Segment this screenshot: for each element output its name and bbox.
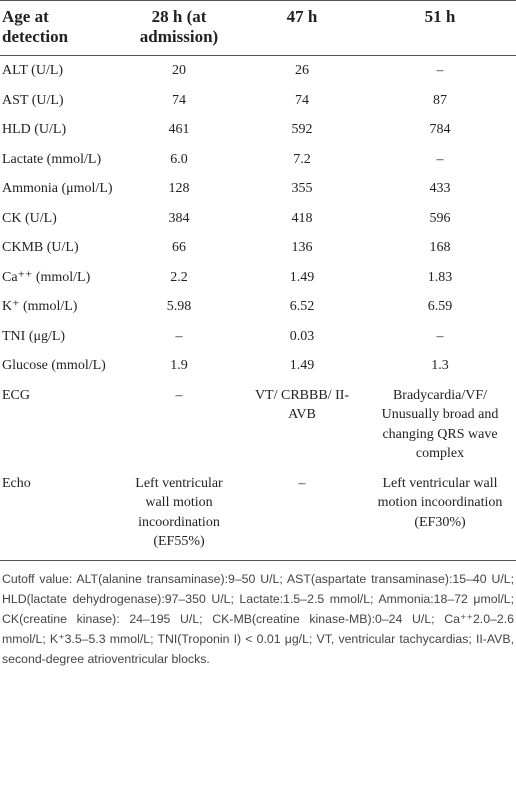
table-row: CKMB (U/L) 66 136 168 (0, 233, 516, 263)
row-label: HLD (U/L) (2, 122, 67, 137)
header-cell: 47 h (240, 0, 364, 56)
row-label: Glucose (mmol/L) (2, 358, 106, 373)
table-cell: 7.2 (293, 151, 311, 167)
table-cell: 6.59 (427, 299, 453, 314)
table-row: AST (U/L) 74 74 87 (0, 86, 516, 116)
table-cell: 1.9 (170, 358, 188, 373)
table-cell: 1.49 (289, 269, 315, 285)
row-label: ECG (2, 387, 30, 403)
table-cell: 168 (429, 240, 451, 255)
table-cell: Left ventricular wall motion incoordinat… (135, 475, 223, 550)
table-cell: 87 (433, 92, 447, 108)
table-row: Lactate (mmol/L) 6.0 7.2 – (0, 145, 516, 175)
header-cell: 51 h (364, 0, 516, 56)
header-cell: Age at detection (0, 0, 118, 56)
row-label: ALT (U/L) (2, 63, 64, 78)
table-row: TNI (μg/L) – 0.03 – (0, 322, 516, 352)
row-label: AST (U/L) (2, 92, 64, 108)
table-cell: 384 (168, 210, 190, 226)
table-cell: 596 (429, 210, 451, 226)
table-cell: 74 (172, 92, 186, 108)
table-row: ECG – VT/ CRBBB/ II-AVB Bradycardia/VF/ Unu… (0, 381, 516, 469)
table-cell: 355 (291, 181, 313, 196)
header-cell: 28 h (at admission) (118, 0, 240, 56)
table-cell: 1.3 (431, 358, 449, 373)
row-label: Ammonia (μmol/L) (2, 181, 113, 196)
table-cell: 66 (172, 240, 186, 255)
table-cell: Left ventricular wall motion incoordinat… (377, 475, 503, 530)
table-row: K⁺ (mmol/L) 5.98 6.52 6.59 (0, 292, 516, 322)
table-cell: 592 (291, 122, 313, 137)
table-cell: – (436, 328, 444, 344)
row-label: Echo (2, 475, 31, 491)
table-row: HLD (U/L) 461 592 784 (0, 115, 516, 145)
table-cell: 128 (168, 181, 190, 196)
table-cell: 418 (291, 210, 313, 226)
row-label: CK (U/L) (2, 210, 57, 226)
table-cell: 1.49 (289, 358, 315, 373)
table-row: Ammonia (μmol/L) 128 355 433 (0, 174, 516, 204)
table-cell: – (298, 475, 306, 491)
table-cell: 74 (295, 92, 309, 108)
table-cell: 1.83 (427, 269, 453, 285)
footnote: Cutoff value: ALT(alanine transaminase):… (2, 571, 514, 666)
row-label: Lactate (mmol/L) (2, 151, 102, 167)
row-label: CKMB (U/L) (2, 240, 79, 255)
table-cell: 26 (295, 63, 309, 78)
table-cell: 461 (168, 122, 190, 137)
table-row: Echo Left ventricular wall motion incoord… (0, 469, 516, 561)
table-row: ALT (U/L) 20 26 – (0, 56, 516, 86)
table-cell: 20 (172, 63, 186, 78)
table-cell: 6.0 (170, 151, 188, 167)
row-label: TNI (μg/L) (2, 328, 66, 344)
table-row: Ca⁺⁺ (mmol/L) 2.2 1.49 1.83 (0, 263, 516, 293)
table-cell: 784 (429, 122, 451, 137)
table-body: ALT (U/L) 20 26 – AST (U/L) 74 74 87 HLD (U/L) 46… (0, 56, 516, 561)
row-label: Ca⁺⁺ (mmol/L) (2, 269, 91, 285)
row-label: K⁺ (mmol/L) (2, 299, 78, 314)
table-cell: 433 (429, 181, 451, 196)
table-cell: Bradycardia/VF/ Unusually broad and chan… (381, 387, 499, 462)
table-cell: 2.2 (170, 269, 188, 285)
table-cell: – (436, 151, 444, 167)
table-cell: – (436, 63, 444, 78)
table-cell: 6.52 (289, 299, 315, 314)
table-cell: – (175, 387, 183, 403)
table-cell: 136 (291, 240, 313, 255)
table-row: Glucose (mmol/L) 1.9 1.49 1.3 (0, 351, 516, 381)
table-cell: 5.98 (166, 299, 192, 314)
table-row: CK (U/L) 384 418 596 (0, 204, 516, 234)
table-cell: 0.03 (289, 328, 315, 344)
table-cell: – (175, 328, 183, 344)
table-cell: VT/ CRBBB/ II-AVB (254, 387, 350, 423)
